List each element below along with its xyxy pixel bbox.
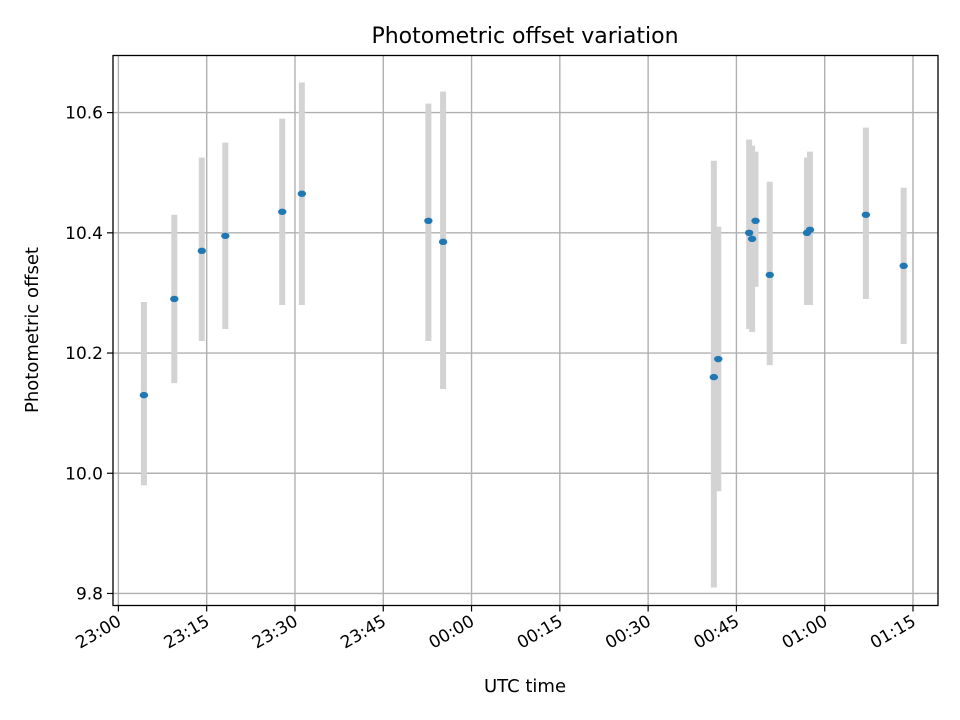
data-point [744,229,754,237]
y-axis-label: Photometric offset [22,247,43,413]
data-point [747,235,757,243]
x-axis-label: UTC time [484,676,566,697]
data-point [714,355,723,363]
data-point [709,373,719,381]
data-point [139,391,149,399]
data-point [197,247,206,255]
data-point [278,208,287,215]
data-points [139,190,908,399]
data-point [424,217,433,225]
y-tick-label: 9.8 [76,584,103,604]
data-point [861,211,871,218]
plot-frame [112,54,939,607]
data-point [751,217,760,225]
data-point [438,238,448,246]
grid [113,55,938,606]
y-tick-label: 10.2 [65,344,103,364]
data-point [805,226,815,234]
data-point [297,190,307,197]
data-point [899,262,908,270]
y-tick-label: 10.0 [65,464,103,484]
y-tick-label: 10.4 [65,224,103,244]
data-point [170,295,179,303]
data-point [765,271,774,279]
data-point [221,232,230,240]
chart-title: Photometric offset variation [371,24,678,49]
axis-ticks [107,112,914,612]
y-tick-label: 10.6 [65,104,103,124]
